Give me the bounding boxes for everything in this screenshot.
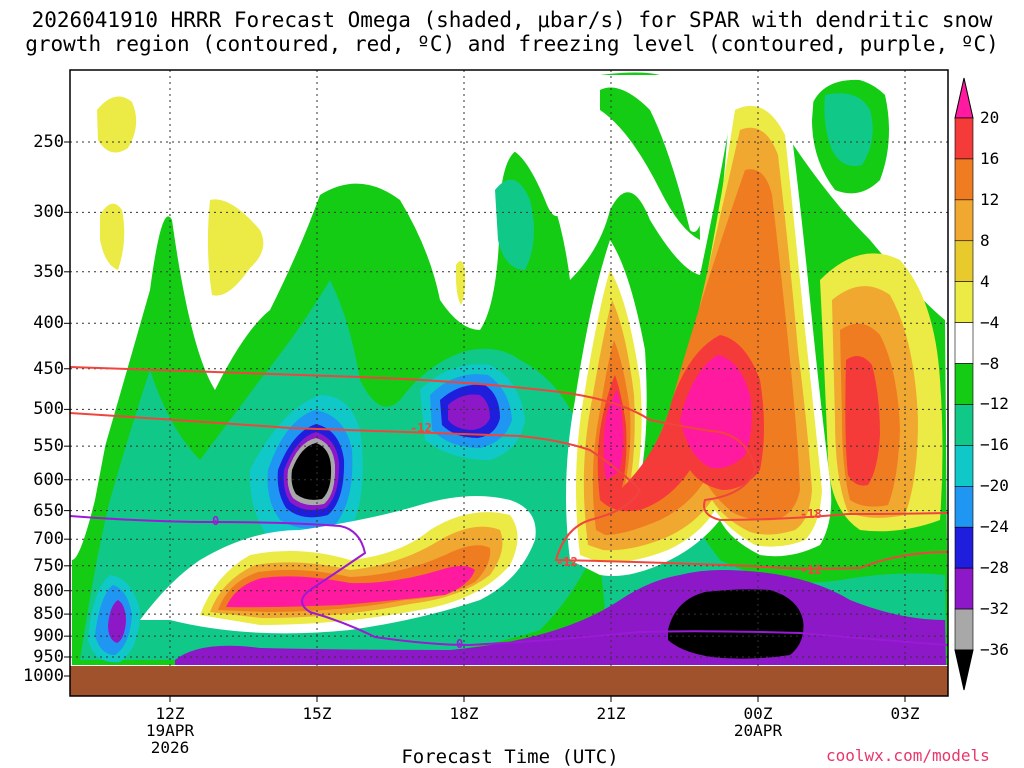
omega-region-yellow-blob-4: [455, 261, 466, 305]
colorbar-swatch: [954, 322, 974, 364]
colorbar-tick-label: 20: [980, 108, 1000, 127]
freezing-contours: [69, 515, 949, 647]
omega-region-seagreen-upper: [495, 179, 534, 270]
omega-shading: [72, 72, 948, 665]
omega-region-yellow-blob-1: [97, 96, 137, 153]
colorbar-swatch: [954, 404, 974, 446]
colorbar-tick-label: −36: [980, 640, 1009, 659]
dendritic-contours: [69, 366, 949, 570]
chart-title-line-2: growth region (contoured, red, ºC) and f…: [25, 32, 999, 56]
colorbar-tick-label: −16: [980, 435, 1009, 455]
y-tick-label: 850: [33, 604, 64, 625]
colorbar-swatch: [954, 363, 974, 405]
y-tick-label: 1000: [23, 666, 64, 686]
x-tick-label: 15Z: [302, 704, 332, 723]
dendritic-label-2: -18: [800, 507, 822, 521]
colorbar-swatch: [954, 526, 974, 569]
colorbar-swatch: [954, 199, 974, 242]
y-tick-label: 250: [33, 132, 64, 152]
colorbar-swatch: [954, 158, 974, 201]
omega-region-purple-3: [108, 600, 126, 643]
omega-region-black: [291, 443, 332, 500]
x-tick-label: 03Z: [890, 704, 920, 723]
x-tick-label: 12Z: [155, 704, 185, 723]
omega-region-yellow-blob-2: [100, 203, 125, 270]
colorbar-tick-label: −24: [980, 517, 1009, 537]
freezing-label-1: 0: [212, 514, 219, 528]
omega-region-red-farright: [845, 356, 880, 486]
y-tick-label: 350: [33, 261, 64, 282]
x-tick-date-label: 20APR: [733, 721, 783, 740]
omega-region-purple-2: [448, 394, 490, 430]
omega-region-pink-low: [226, 566, 475, 608]
x-tick-date-label: 19APR: [145, 721, 195, 740]
dendritic-contour-upper: [69, 366, 949, 522]
dendritic-label-3: -12: [800, 563, 822, 577]
colorbar-tick-label: −12: [980, 394, 1009, 414]
omega-region-black-low-2: [668, 589, 804, 659]
y-tick-label: 600: [33, 469, 64, 490]
axis-ticks: [64, 141, 906, 702]
freezing-contour: [69, 515, 949, 647]
colorbar-tick-label: −4: [980, 312, 1000, 332]
chart-title-line-1: 2026041910 HRRR Forecast Omega (shaded, …: [31, 8, 993, 32]
credit-link[interactable]: coolwx.com/models: [826, 746, 990, 765]
omega-region-white-topleft: [72, 75, 948, 560]
colorbar-bottom-arrow: [954, 649, 974, 691]
y-tick-label: 650: [33, 500, 64, 521]
x-tick-label: 18Z: [449, 704, 479, 723]
colorbar-top-arrow: [954, 77, 974, 119]
colorbar-swatch: [954, 240, 974, 282]
colorbar-tick-label: −28: [980, 558, 1009, 578]
y-tick-label: 700: [33, 529, 64, 550]
contour-labels: -12 -18 -12 -12 0 0: [212, 421, 822, 651]
omega-region-green-top: [600, 72, 700, 240]
dendritic-label-4: -12: [556, 555, 578, 569]
colorbar-tick-label: 12: [980, 189, 1000, 209]
colorbar-swatch: [954, 117, 974, 160]
y-tick-label: 300: [33, 202, 64, 223]
colorbar: [954, 77, 974, 691]
y-tick-label: 450: [33, 358, 64, 379]
y-tick-label: 550: [33, 436, 64, 457]
y-tick-label: 800: [33, 580, 64, 601]
ground-layer: [70, 666, 948, 696]
y-tick-label: 950: [33, 647, 64, 667]
plot-frame: [69, 69, 949, 697]
colorbar-swatch: [954, 567, 974, 610]
y-tick-label: 900: [33, 626, 64, 647]
colorbar-swatch: [954, 486, 974, 528]
x-tick-label: 21Z: [596, 704, 626, 723]
dendritic-contour-lower: [69, 412, 949, 570]
grid-lines: [70, 70, 948, 666]
colorbar-swatch: [954, 281, 974, 323]
colorbar-tick-label: −32: [980, 599, 1009, 619]
x-axis-title: Forecast Time (UTC): [401, 746, 619, 768]
dendritic-label-1: -12: [410, 421, 432, 435]
colorbar-swatch: [954, 608, 974, 651]
colorbar-tick-label: 16: [980, 148, 1000, 168]
y-tick-label: 750: [33, 555, 64, 576]
colorbar-tick-label: −20: [980, 476, 1009, 496]
x-tick-date-label: 2026: [150, 738, 190, 757]
y-tick-label: 500: [33, 399, 64, 420]
colorbar-tick-label: 8: [980, 230, 990, 250]
colorbar-tick-label: 4: [980, 271, 990, 291]
omega-region-seagreen-nw: [824, 93, 873, 166]
y-tick-label: 400: [33, 313, 64, 334]
omega-region-pink-upper: [603, 355, 752, 480]
x-tick-label: 00Z: [743, 704, 773, 723]
colorbar-tick-label: −8: [980, 353, 1000, 373]
freezing-label-2: 0: [456, 637, 463, 651]
colorbar-swatch: [954, 445, 974, 487]
